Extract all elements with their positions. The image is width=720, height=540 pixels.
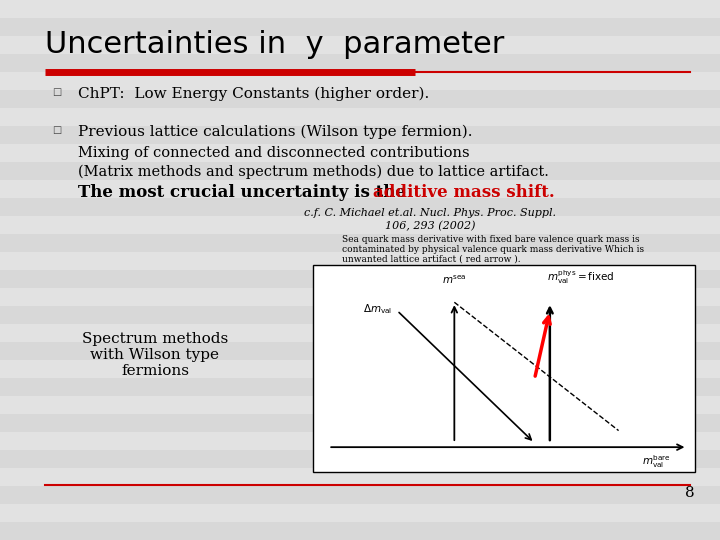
Bar [0,396,720,414]
Bar [0,36,720,54]
Bar [0,432,720,450]
Bar [0,90,720,108]
Bar [0,198,720,216]
Bar [0,234,720,252]
Text: □: □ [52,125,61,135]
Text: Mixing of connected and disconnected contributions: Mixing of connected and disconnected con… [78,146,469,160]
Text: contaminated by physical valence quark mass derivative Which is: contaminated by physical valence quark m… [342,245,644,254]
Text: (Matrix methods and spectrum methods) due to lattice artifact.: (Matrix methods and spectrum methods) du… [78,165,549,179]
Bar [0,486,720,504]
Bar [0,144,720,162]
Text: Uncertainties in  y  parameter: Uncertainties in y parameter [45,30,505,59]
Text: $m_\mathrm{val}^\mathrm{bare}$: $m_\mathrm{val}^\mathrm{bare}$ [642,453,671,470]
Bar [0,216,720,234]
Bar [0,450,720,468]
Text: Sea quark mass derivative with fixed bare valence quark mass is: Sea quark mass derivative with fixed bar… [342,235,639,244]
Bar [0,18,720,36]
Text: The most crucial uncertainty is the: The most crucial uncertainty is the [78,184,412,201]
Text: □: □ [52,87,61,97]
Bar [0,324,720,342]
Bar [0,414,720,432]
Bar [0,342,720,360]
Text: $\Delta m_\mathrm{val}$: $\Delta m_\mathrm{val}$ [364,302,392,316]
Bar [0,270,720,288]
Bar [0,306,720,324]
Bar [0,378,720,396]
Bar [0,180,720,198]
Text: $m^\mathrm{sea}$: $m^\mathrm{sea}$ [442,273,467,286]
Bar [0,0,720,18]
Text: additive mass shift.: additive mass shift. [373,184,554,201]
Text: $m_\mathrm{val}^\mathrm{phys} = \mathrm{fixed}$: $m_\mathrm{val}^\mathrm{phys} = \mathrm{… [546,268,614,286]
Text: 8: 8 [685,486,695,500]
Bar [0,522,720,540]
Bar [0,360,720,378]
Text: Previous lattice calculations (Wilson type fermion).: Previous lattice calculations (Wilson ty… [78,125,472,139]
Text: unwanted lattice artifact ( red arrow ).: unwanted lattice artifact ( red arrow ). [342,255,521,264]
Bar [0,162,720,180]
Bar [0,468,720,486]
Bar [0,288,720,306]
Bar [0,54,720,72]
Bar [0,126,720,144]
Bar [0,252,720,270]
Text: Spectrum methods
with Wilson type
fermions: Spectrum methods with Wilson type fermio… [82,332,228,378]
Text: c.f. C. Michael et.al. Nucl. Phys. Proc. Suppl.: c.f. C. Michael et.al. Nucl. Phys. Proc.… [304,208,556,218]
Text: 106, 293 (2002): 106, 293 (2002) [384,221,475,231]
Bar [313,265,695,472]
Bar [0,108,720,126]
Bar [0,72,720,90]
Text: Ch​PT:  Low Energy Constants (higher order).: Ch​PT: Low Energy Constants (higher orde… [78,87,429,102]
Bar [0,504,720,522]
